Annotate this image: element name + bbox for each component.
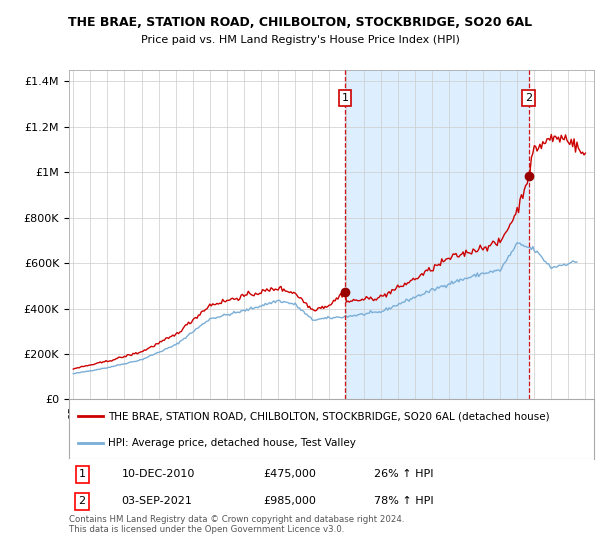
Text: 26% ↑ HPI: 26% ↑ HPI (373, 469, 433, 479)
Text: 03-SEP-2021: 03-SEP-2021 (121, 496, 193, 506)
Text: 2: 2 (79, 496, 86, 506)
Text: 1: 1 (79, 469, 86, 479)
Text: HPI: Average price, detached house, Test Valley: HPI: Average price, detached house, Test… (109, 437, 356, 447)
Text: THE BRAE, STATION ROAD, CHILBOLTON, STOCKBRIDGE, SO20 6AL: THE BRAE, STATION ROAD, CHILBOLTON, STOC… (68, 16, 532, 29)
Text: 2: 2 (525, 93, 532, 103)
Text: 10-DEC-2010: 10-DEC-2010 (121, 469, 195, 479)
Text: 78% ↑ HPI: 78% ↑ HPI (373, 496, 433, 506)
Text: £985,000: £985,000 (263, 496, 316, 506)
Text: £475,000: £475,000 (263, 469, 316, 479)
Text: Price paid vs. HM Land Registry's House Price Index (HPI): Price paid vs. HM Land Registry's House … (140, 35, 460, 45)
Text: Contains HM Land Registry data © Crown copyright and database right 2024.
This d: Contains HM Land Registry data © Crown c… (69, 515, 404, 534)
Text: 1: 1 (341, 93, 349, 103)
Bar (345, 70, 529, 399)
Text: THE BRAE, STATION ROAD, CHILBOLTON, STOCKBRIDGE, SO20 6AL (detached house): THE BRAE, STATION ROAD, CHILBOLTON, STOC… (109, 411, 550, 421)
